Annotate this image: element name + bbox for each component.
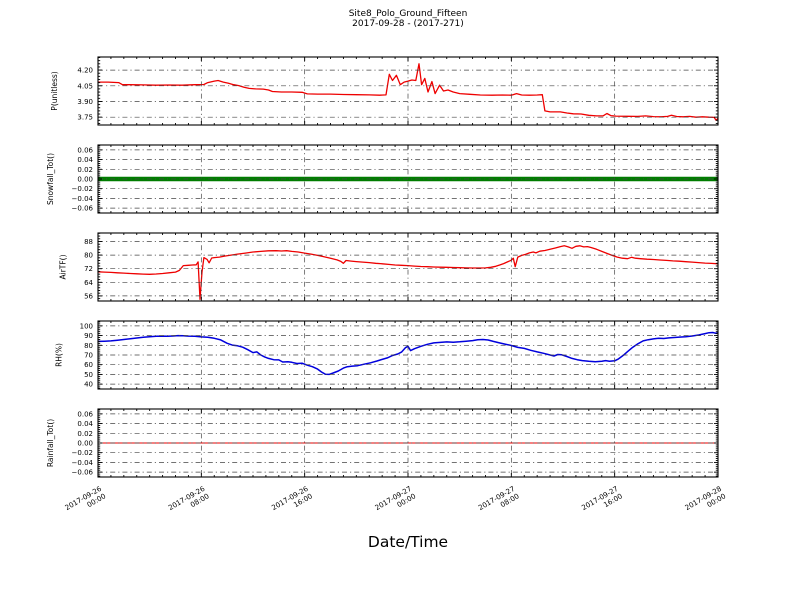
panel-p-unitless: 4.20 4.05 3.90 3.75 P(unitless) xyxy=(50,56,719,126)
y-tick-label: 3.90 xyxy=(77,98,93,106)
x-tick-label: 2017-09-2616:00 xyxy=(270,485,314,520)
airtf-ylabel: AirTF() xyxy=(59,254,68,279)
y-tick-label: −0.04 xyxy=(72,195,94,203)
y-tick-label: 90 xyxy=(84,332,93,340)
chart-title-line1: Site8_Polo_Ground_Fifteen xyxy=(348,9,468,19)
y-tick-label: 0.06 xyxy=(77,146,93,154)
y-tick-label: 0.04 xyxy=(77,420,93,428)
y-tick-label: 0.02 xyxy=(77,166,93,174)
y-tick-label: 0.06 xyxy=(77,410,93,418)
panel-snowfall: 0.06 0.04 0.02 0.00−0.02 −0.04 −0.06 Snowfall_… xyxy=(46,144,719,214)
p-unitless-ylabel: P(unitless) xyxy=(50,71,59,110)
y-tick-label: −0.06 xyxy=(72,205,94,213)
y-tick-label: 0.00 xyxy=(77,176,93,184)
x-tick-label: 2017-09-2800:00 xyxy=(684,485,727,520)
x-tick-label: 2017-09-2600:00 xyxy=(64,485,108,520)
chart-title-line2: 2017-09-28 - (2017-271) xyxy=(352,19,464,29)
y-tick-label: 3.75 xyxy=(77,114,93,122)
y-tick-label: 60 xyxy=(84,361,93,369)
y-tick-label: 80 xyxy=(84,342,93,350)
rainfall-ylabel: Rainfall_Tot() xyxy=(46,419,55,467)
y-tick-label: 70 xyxy=(84,352,93,360)
y-tick-label: 64 xyxy=(84,279,93,287)
x-tick-label: 2017-09-2608:00 xyxy=(167,485,211,520)
snowfall-ylabel: Snowfall_Tot() xyxy=(46,153,55,205)
y-tick-label: 56 xyxy=(84,292,93,300)
y-tick-label: −0.02 xyxy=(72,185,93,193)
y-tick-label: −0.02 xyxy=(72,449,93,457)
y-tick-label: −0.06 xyxy=(72,469,94,477)
y-tick-label: 0.04 xyxy=(77,156,93,164)
x-tick-label: 2017-09-2716:00 xyxy=(580,485,623,520)
y-tick-label: 4.05 xyxy=(77,82,93,90)
y-tick-label: 0.00 xyxy=(77,440,93,448)
y-tick-label: 72 xyxy=(84,265,93,273)
panel-rainfall: 0.06 0.04 0.02 0.00−0.02 −0.04 −0.06 Rainfall_… xyxy=(46,408,719,478)
y-tick-label: 80 xyxy=(84,252,93,260)
y-tick-label: 4.20 xyxy=(77,67,93,75)
rh-series-line xyxy=(97,331,719,376)
y-tick-label: 100 xyxy=(80,322,93,330)
airtf-series-line xyxy=(97,245,719,300)
x-axis-label: Date/Time xyxy=(367,533,449,551)
y-tick-label: 0.02 xyxy=(77,430,93,438)
y-tick-label: −0.04 xyxy=(72,459,94,467)
x-tick-label: 2017-09-2708:00 xyxy=(477,485,520,520)
x-tick-label: 2017-09-2700:00 xyxy=(374,485,417,520)
rh-ylabel: RH(%) xyxy=(54,343,63,367)
y-tick-label: 88 xyxy=(84,238,93,246)
y-tick-label: 40 xyxy=(84,381,93,389)
panel-airtf: 88 80 72 64 56 AirTF() xyxy=(59,232,719,302)
y-tick-label: 50 xyxy=(84,371,93,379)
p-unitless-series-line xyxy=(98,63,719,121)
